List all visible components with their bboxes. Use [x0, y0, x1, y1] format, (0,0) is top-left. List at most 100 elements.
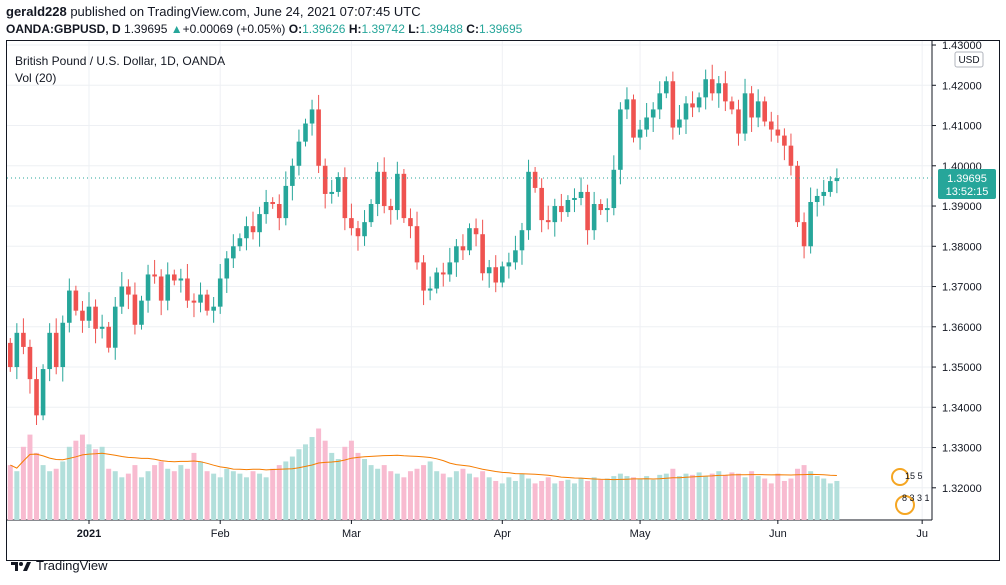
event-count-row2: 8 3 3 1: [902, 493, 930, 503]
volume-bar: [421, 465, 427, 520]
candle-body: [414, 226, 420, 263]
candle-body: [290, 165, 295, 186]
low-label: L:: [408, 22, 420, 36]
candle-body: [460, 246, 466, 251]
low-value: 1.39488: [419, 22, 463, 36]
volume-legend: Vol (20): [15, 71, 56, 85]
candle-body: [808, 202, 813, 247]
volume-bar: [309, 437, 315, 520]
candle-body: [126, 286, 131, 295]
volume-bar: [434, 471, 440, 520]
volume-bar: [53, 468, 59, 520]
candle-body: [329, 191, 335, 194]
candle-body: [119, 286, 125, 307]
x-tick-label: 2021: [77, 528, 101, 540]
volume-bar: [499, 483, 505, 520]
candle-body: [375, 171, 380, 205]
open-value: 1.39626: [302, 22, 346, 36]
open-label: O:: [288, 22, 303, 36]
candle-body: [276, 204, 282, 219]
candle-body: [683, 103, 689, 120]
candle-body: [545, 220, 551, 223]
candle-body: [604, 208, 610, 211]
candle-body: [821, 191, 827, 196]
volume-bar: [198, 461, 204, 520]
y-tick-label: 1.36000: [942, 322, 982, 334]
volume-bar: [591, 477, 597, 520]
candle-body: [552, 206, 558, 223]
volume-bar: [73, 440, 79, 520]
volume-bar: [381, 465, 387, 520]
volume-bar: [552, 483, 558, 520]
volume-bar: [276, 465, 282, 520]
candle-body: [165, 274, 171, 301]
volume-bar: [768, 483, 774, 520]
volume-bar: [119, 477, 125, 520]
candle-body: [585, 191, 590, 231]
volume-bar: [375, 468, 381, 520]
event-flag-us-icon: [891, 468, 909, 486]
volume-bar: [132, 465, 138, 520]
candle-body: [454, 246, 459, 263]
volume-bar: [86, 444, 92, 520]
volume-bar: [571, 483, 577, 520]
volume-bar: [296, 449, 302, 520]
candle-body: [611, 169, 617, 209]
candle-body: [814, 195, 820, 203]
candle-body: [270, 202, 275, 205]
volume-bar: [755, 476, 761, 520]
candle-body: [500, 266, 505, 283]
volume-bar: [27, 434, 33, 520]
volume-bar: [742, 477, 748, 520]
high-value: 1.39742: [361, 22, 405, 36]
candle-body: [381, 171, 387, 207]
high-label: H:: [348, 22, 362, 36]
candle-body: [388, 206, 394, 211]
volume-bar: [257, 473, 263, 520]
volume-bar: [34, 452, 40, 520]
y-tick-label: 1.39000: [942, 201, 982, 213]
candle-body: [506, 262, 512, 267]
candle-body: [493, 267, 499, 283]
volume-bar: [211, 473, 217, 520]
footer: TradingView: [10, 558, 108, 573]
candle-body: [185, 278, 190, 301]
volume-bar: [414, 468, 420, 520]
candle-body: [106, 326, 111, 348]
candle-body: [650, 109, 656, 118]
volume-bar: [460, 468, 466, 520]
volume-bar: [152, 465, 158, 520]
candle-body: [644, 117, 649, 130]
candle-body: [421, 262, 426, 291]
currency-badge: [954, 51, 984, 68]
x-tick-label: Ju: [916, 528, 928, 540]
volume-bar: [598, 479, 604, 520]
volume-bar: [355, 452, 361, 520]
candle-body: [762, 101, 768, 122]
candle-body: [27, 346, 33, 380]
candle-body: [67, 290, 72, 323]
volume-bar: [676, 476, 682, 520]
ohlc-line: OANDA:GBPUSD, D 1.39695 ▲+0.00069 (+0.05…: [6, 22, 522, 36]
volume-bar: [217, 477, 223, 520]
volume-bar: [716, 471, 722, 520]
volume-bar: [66, 446, 72, 520]
volume-bar: [250, 471, 256, 520]
candle-body: [158, 276, 164, 301]
candle-body: [53, 332, 59, 368]
volume-bar: [60, 461, 66, 520]
candle-body: [559, 206, 564, 213]
candle-body: [742, 93, 748, 134]
candle-body: [709, 79, 715, 94]
candle-body: [303, 123, 308, 142]
volume-bar: [512, 480, 518, 520]
author[interactable]: gerald228: [6, 4, 67, 19]
candle-body: [73, 290, 79, 311]
candle-body: [60, 322, 66, 368]
candle-body: [618, 109, 623, 170]
candle-body: [834, 178, 840, 182]
x-tick-label: Feb: [211, 528, 230, 540]
volume-bar: [808, 471, 814, 520]
footer-brand[interactable]: TradingView: [36, 558, 108, 573]
